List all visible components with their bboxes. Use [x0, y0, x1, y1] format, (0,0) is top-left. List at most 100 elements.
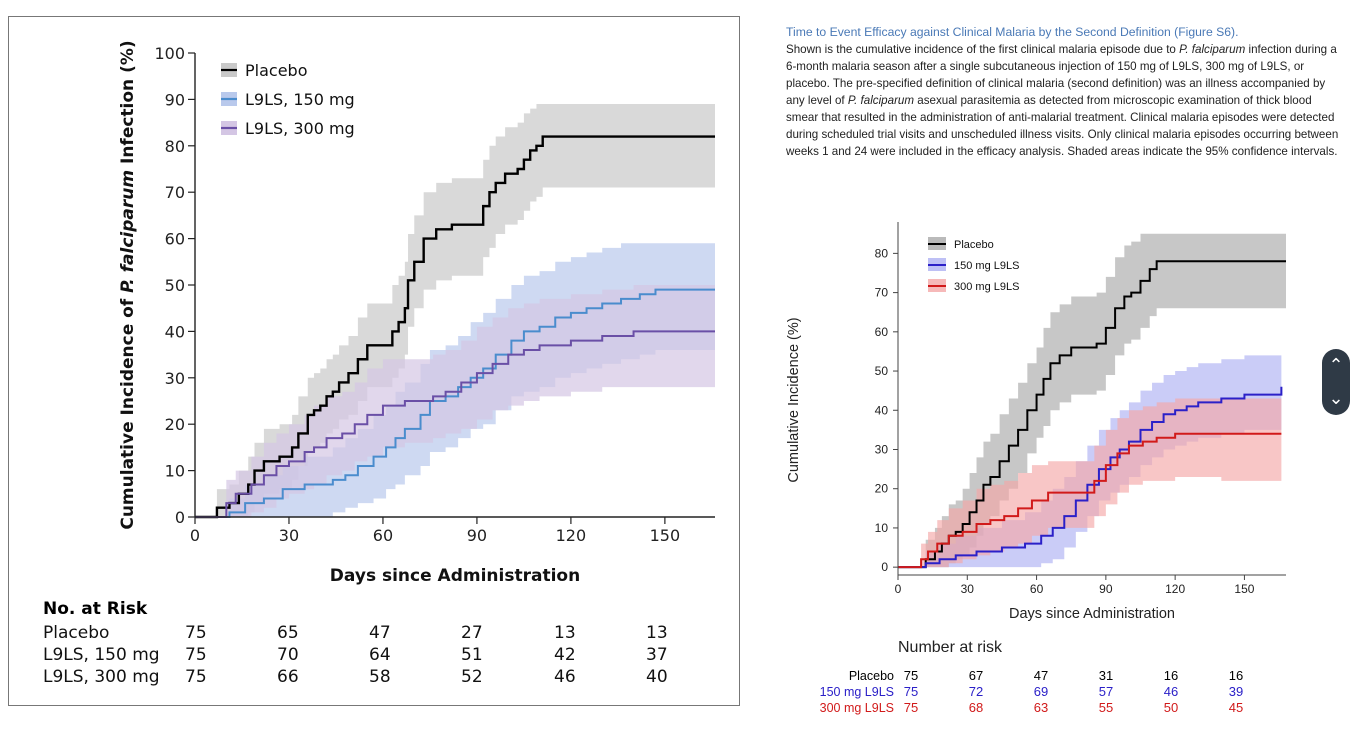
caption-text: P. falciparum: [1179, 43, 1246, 56]
risk-value: 27: [461, 623, 483, 643]
legend-label-0: Placebo: [954, 239, 994, 251]
x-tick-label: 0: [190, 526, 200, 545]
risk-value: 67: [969, 668, 983, 683]
scroll-up-icon[interactable]: ⌃: [1328, 355, 1344, 376]
y-tick-label: 10: [165, 462, 185, 481]
caption-text: P. falciparum: [847, 94, 915, 107]
x-tick-label: 30: [961, 582, 975, 596]
risk-value: 66: [277, 667, 299, 687]
risk-value: 47: [369, 623, 391, 643]
left-risk-title: No. at Risk: [43, 599, 148, 619]
y-tick-label: 20: [875, 482, 889, 496]
series-line-2: [898, 432, 1282, 569]
risk-value: 50: [1164, 700, 1178, 715]
risk-value: 64: [369, 645, 391, 665]
y-axis-title-part: P. falciparum: [118, 170, 138, 293]
y-tick-label: 0: [175, 508, 185, 527]
series-line-0: [195, 135, 715, 519]
y-tick-label: 20: [165, 415, 185, 434]
y-axis-title-part: Infection (%): [118, 40, 138, 170]
risk-value: 72: [969, 684, 983, 699]
y-axis-title: Cumulative Incidence (%): [786, 317, 802, 482]
y-tick-label: 40: [875, 403, 889, 417]
risk-row-label: Placebo: [849, 669, 894, 683]
series-line-0: [898, 260, 1286, 569]
y-tick-label: 80: [875, 246, 889, 260]
series-line-2: [195, 330, 715, 518]
risk-value: 51: [461, 645, 483, 665]
scroll-control[interactable]: ⌃ ⌄: [1322, 349, 1350, 415]
risk-value: 75: [185, 623, 207, 643]
legend-label-2: L9LS, 300 mg: [245, 119, 355, 138]
x-tick-label: 90: [467, 526, 487, 545]
y-tick-label: 50: [875, 364, 889, 378]
risk-value: 31: [1099, 668, 1113, 683]
x-tick-label: 0: [895, 582, 902, 596]
risk-value: 42: [554, 645, 576, 665]
scroll-down-icon[interactable]: ⌄: [1328, 388, 1344, 409]
y-tick-label: 40: [165, 322, 185, 341]
right-risk-title: Number at risk: [898, 639, 1003, 656]
confidence-bands: [898, 233, 1286, 568]
left-figure-panel: 0 10 20 30 40 50 60 70 80 90 100 0 30 60 90 120 150 Days …: [8, 16, 740, 706]
caption-text: infection during a 6-month malaria seaso…: [786, 43, 1337, 107]
x-tick-label: 120: [556, 526, 587, 545]
y-tick-label: 80: [165, 137, 185, 156]
legend-label-1: L9LS, 150 mg: [245, 90, 355, 109]
y-axis-title: Cumulative Incidence of P. falciparum In…: [118, 40, 138, 529]
risk-value: 46: [1164, 684, 1178, 699]
series-line-1: [195, 288, 715, 518]
risk-value: 75: [904, 684, 918, 699]
ci-band-2: [195, 285, 715, 517]
x-tick-label: 150: [1234, 582, 1254, 596]
y-tick-label: 90: [165, 90, 185, 109]
risk-value: 75: [904, 700, 918, 715]
risk-row-label: Placebo: [43, 623, 110, 643]
risk-value: 55: [1099, 700, 1113, 715]
risk-value: 68: [969, 700, 983, 715]
risk-value: 58: [369, 667, 391, 687]
x-tick-label: 90: [1099, 582, 1113, 596]
y-tick-label: 10: [875, 521, 889, 535]
caption-body: Shown is the cumulative incidence of the…: [786, 41, 1346, 160]
series-line-1: [898, 386, 1283, 569]
risk-value: 70: [277, 645, 299, 665]
risk-value: 45: [1229, 700, 1243, 715]
risk-value: 69: [1034, 684, 1048, 699]
caption-title: Time to Event Efficacy against Clinical …: [786, 25, 1239, 39]
risk-value: 57: [1099, 684, 1113, 699]
y-tick-label: 100: [154, 44, 185, 63]
risk-value: 46: [554, 667, 576, 687]
x-axis-title: Days since Administration: [330, 566, 580, 586]
risk-value: 16: [1229, 668, 1243, 683]
caption-text: Shown is the cumulative incidence of the…: [786, 43, 1180, 56]
right-chart: 0 10 20 30 40 50 60 70 80 0 30 60 90 120 150 Days since…: [786, 222, 1286, 715]
y-tick-label: 60: [875, 325, 889, 339]
ci-band-0: [898, 233, 1286, 568]
risk-value: 75: [185, 667, 207, 687]
x-tick-label: 120: [1165, 582, 1185, 596]
figure-caption: Time to Event Efficacy against Clinical …: [786, 24, 1346, 160]
caption-text: asexual parasitemia as detected from mic…: [786, 94, 1339, 158]
y-tick-label: 30: [875, 442, 889, 456]
left-chart: 0 10 20 30 40 50 60 70 80 90 100 0 30 60 90 120 150 Days …: [118, 40, 715, 586]
risk-value: 63: [1034, 700, 1048, 715]
confidence-bands: [195, 104, 715, 518]
x-tick-label: 60: [373, 526, 393, 545]
risk-row-label: 150 mg L9LS: [820, 685, 894, 699]
x-tick-label: 30: [279, 526, 299, 545]
legend-label-0: Placebo: [245, 61, 307, 80]
risk-value: 52: [461, 667, 483, 687]
legend-label-2: 300 mg L9LS: [954, 281, 1019, 293]
risk-value: 13: [554, 623, 576, 643]
risk-value: 13: [646, 623, 668, 643]
y-axis-title-part: Cumulative Incidence of: [118, 293, 138, 530]
x-tick-label: 60: [1030, 582, 1044, 596]
risk-value: 39: [1229, 684, 1243, 699]
y-tick-label: 70: [165, 183, 185, 202]
x-axis-title: Days since Administration: [1009, 606, 1175, 622]
risk-row-label: 300 mg L9LS: [820, 701, 894, 715]
risk-row-label: L9LS, 150 mg: [43, 645, 160, 665]
legend-label-1: 150 mg L9LS: [954, 260, 1019, 272]
risk-row-label: L9LS, 300 mg: [43, 667, 160, 687]
